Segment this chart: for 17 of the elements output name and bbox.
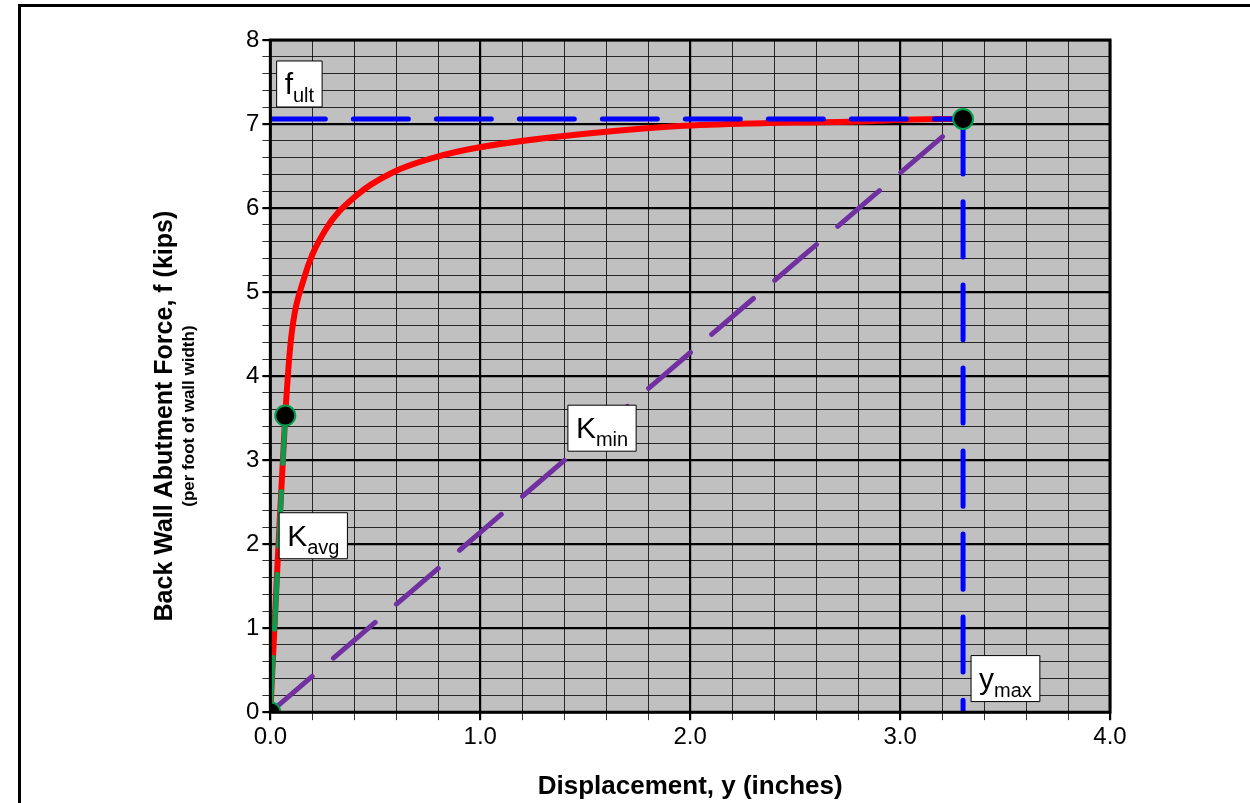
y-tick-label: 0 — [245, 696, 260, 724]
x-axis-title: Displacement, y (inches) — [537, 770, 843, 801]
x-tick-label: 1.0 — [463, 722, 497, 750]
y-tick-label: 5 — [245, 276, 260, 304]
x-tick-label: 4.0 — [1093, 722, 1127, 750]
x-tick-label: 0.0 — [253, 722, 288, 750]
y-tick-label: 7 — [245, 108, 260, 136]
text: (per foot of wall width) — [178, 325, 198, 507]
y-tick-label: 6 — [245, 192, 260, 220]
y-tick-label: 3 — [245, 444, 260, 472]
x-tick-label: 3.0 — [883, 722, 917, 750]
y-tick-label: 4 — [245, 360, 260, 388]
x-tick-label: 2.0 — [673, 722, 707, 750]
y-axis-title: Back Wall Abutment Force, f (kips) — [149, 210, 178, 622]
y-tick-label: 8 — [245, 24, 260, 52]
y-tick-label: 1 — [245, 612, 260, 640]
y-tick-label: 2 — [245, 528, 260, 556]
